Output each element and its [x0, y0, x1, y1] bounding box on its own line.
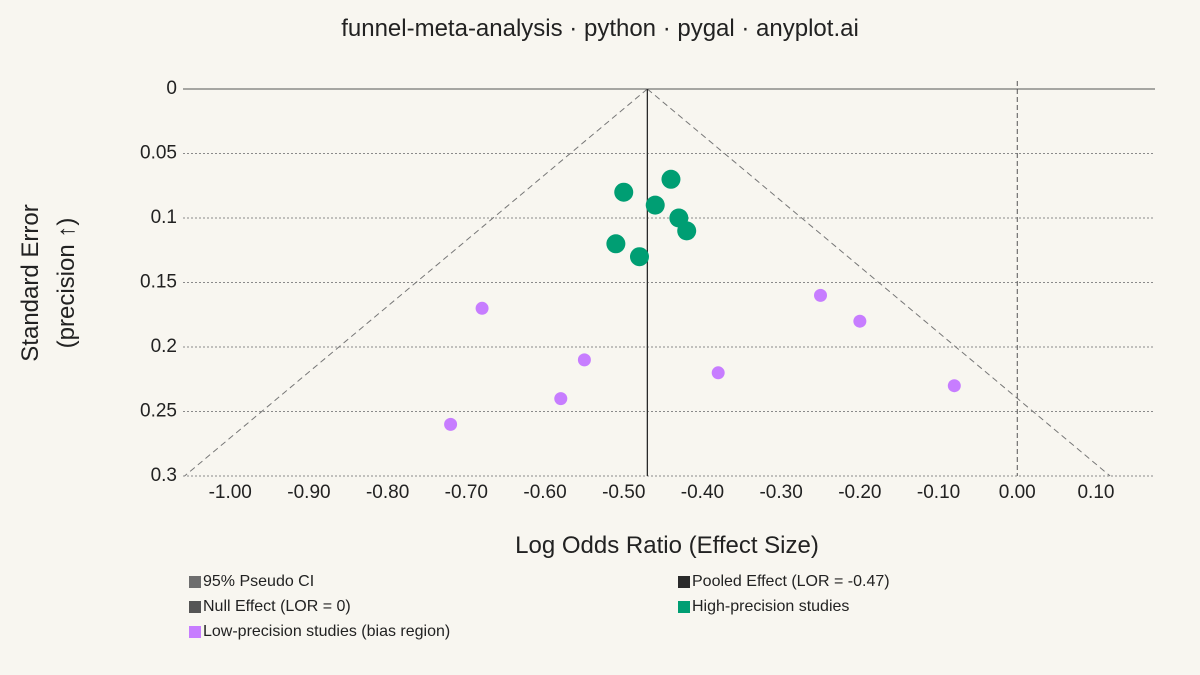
legend-swatch — [189, 601, 201, 613]
high-precision-point — [629, 247, 649, 267]
low-precision-point — [853, 314, 867, 328]
legend: 95% Pseudo CI Pooled Effect (LOR = -0.47)… — [189, 573, 890, 640]
chart-title: funnel-meta-analysis · python · pygal · … — [341, 15, 859, 42]
legend-item: Pooled Effect (LOR = -0.47) — [678, 573, 890, 590]
y-tick-label: 0.05 — [140, 143, 177, 164]
pseudo-ci-left-line — [184, 88, 648, 477]
high-precision-point — [614, 182, 634, 202]
y-tick-label: 0.15 — [140, 272, 177, 293]
gridlines — [183, 88, 1155, 477]
x-tick-label: -0.70 — [445, 482, 488, 503]
low-precision-point — [947, 379, 961, 393]
y-axis-ticks: 0 0.05 0.1 0.15 0.2 0.25 0.3 — [140, 78, 177, 486]
legend-swatch — [678, 601, 690, 613]
low-precision-point — [554, 392, 568, 406]
y-tick-label: 0.1 — [151, 207, 177, 228]
low-precision-point — [711, 366, 725, 380]
x-tick-label: -1.00 — [209, 482, 252, 503]
legend-item: 95% Pseudo CI — [189, 573, 314, 590]
low-precision-point — [444, 417, 458, 431]
y-tick-label: 0.25 — [140, 401, 177, 422]
legend-label: Pooled Effect (LOR = -0.47) — [692, 573, 890, 590]
y-tick-label: 0 — [166, 78, 177, 99]
y-axis-title-line2: (precision ↑) — [53, 218, 80, 349]
y-axis-title-line1: Standard Error — [17, 204, 44, 361]
x-tick-label: -0.50 — [602, 482, 645, 503]
y-tick-label: 0.3 — [151, 465, 177, 486]
x-tick-label: -0.40 — [681, 482, 724, 503]
legend-label: 95% Pseudo CI — [203, 573, 314, 590]
study-points — [444, 169, 961, 431]
x-tick-label: -0.30 — [759, 482, 802, 503]
low-precision-point — [475, 301, 489, 315]
x-axis-ticks: -1.00 -0.90 -0.80 -0.70 -0.60 -0.50 -0.40 -0.30… — [209, 482, 1115, 503]
legend-item: Null Effect (LOR = 0) — [189, 598, 351, 615]
high-precision-point — [645, 195, 665, 215]
reference-lines — [646, 81, 1018, 476]
legend-swatch — [678, 576, 690, 588]
legend-item: High-precision studies — [678, 598, 849, 615]
x-tick-label: -0.10 — [917, 482, 960, 503]
x-tick-label: -0.20 — [838, 482, 881, 503]
high-precision-point — [677, 221, 697, 241]
high-precision-point — [606, 234, 626, 254]
high-precision-point — [661, 169, 681, 189]
pseudo-ci-right-line — [647, 88, 1111, 477]
x-tick-label: -0.60 — [523, 482, 566, 503]
legend-item: Low-precision studies (bias region) — [189, 623, 450, 640]
low-precision-point — [814, 288, 828, 302]
x-tick-label: 0.00 — [999, 482, 1036, 503]
x-axis-title: Log Odds Ratio (Effect Size) — [515, 532, 819, 559]
legend-label: Null Effect (LOR = 0) — [203, 598, 351, 615]
y-axis-title: Standard Error (precision ↑) — [17, 204, 80, 361]
legend-label: High-precision studies — [692, 598, 849, 615]
legend-swatch — [189, 576, 201, 588]
pseudo-ci-funnel — [184, 88, 1111, 477]
x-tick-label: 0.10 — [1077, 482, 1114, 503]
y-tick-label: 0.2 — [151, 336, 177, 357]
x-tick-label: -0.90 — [287, 482, 330, 503]
low-precision-point — [577, 353, 591, 367]
x-tick-label: -0.80 — [366, 482, 409, 503]
legend-label: Low-precision studies (bias region) — [203, 623, 450, 640]
legend-swatch — [189, 626, 201, 638]
